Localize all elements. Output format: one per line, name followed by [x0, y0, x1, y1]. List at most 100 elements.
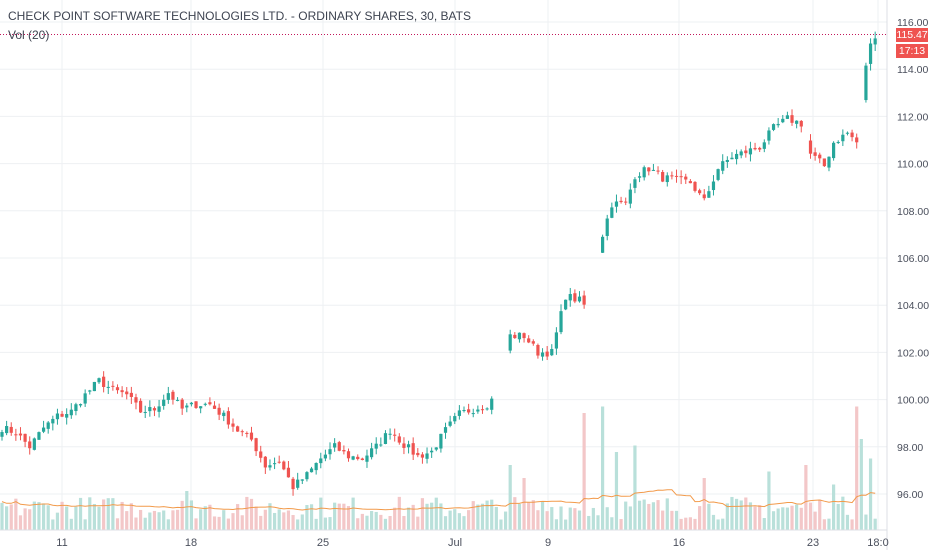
x-tick-label: Jul	[448, 537, 462, 549]
volume-bar	[480, 503, 485, 530]
candle-body	[832, 142, 836, 159]
candle-body	[522, 333, 526, 339]
candle	[388, 428, 392, 440]
candle	[836, 140, 840, 144]
volume-bar	[813, 511, 817, 530]
candle-body	[305, 472, 309, 480]
candle	[633, 177, 637, 194]
candle-body	[665, 175, 669, 183]
candle-body	[92, 381, 96, 392]
candle	[762, 139, 766, 153]
candle-body	[236, 426, 240, 432]
candle	[397, 433, 401, 445]
candle-body	[448, 421, 452, 426]
candle-body	[822, 158, 826, 167]
candle-body	[189, 402, 194, 405]
candle	[365, 449, 369, 468]
candle	[411, 437, 415, 461]
candle	[430, 447, 434, 458]
volume-bar	[527, 502, 531, 530]
y-tick-label: 102.00	[897, 347, 929, 359]
candle-body	[342, 449, 346, 452]
candle-body	[129, 392, 133, 397]
candle	[337, 440, 341, 452]
volume-bar	[351, 497, 355, 530]
y-tick-label: 114.00	[897, 64, 928, 76]
candle	[480, 405, 485, 414]
volume-bar	[69, 518, 73, 530]
volume-bar	[688, 517, 692, 530]
candle	[231, 418, 235, 432]
volume-bar	[790, 505, 794, 530]
candle	[120, 386, 124, 398]
candle-body	[328, 449, 332, 455]
candle	[822, 158, 826, 167]
candle-body	[808, 140, 813, 154]
volume-bar	[263, 509, 267, 530]
candle-body	[711, 181, 716, 191]
candle	[41, 420, 46, 434]
volume-bar	[503, 511, 508, 530]
candle-body	[707, 191, 711, 198]
volume-bar	[679, 518, 683, 530]
candle-body	[827, 156, 831, 168]
volume-bar	[684, 517, 688, 530]
candle-body	[624, 201, 628, 203]
candle	[628, 183, 632, 209]
volume-bar	[9, 504, 13, 530]
candle-body	[106, 386, 110, 388]
candle-body	[467, 409, 471, 413]
candle	[850, 129, 854, 142]
candle	[139, 398, 143, 414]
volume-bar	[725, 503, 729, 530]
volume-bar	[513, 497, 517, 530]
candle	[637, 172, 642, 183]
volume-bar	[175, 509, 180, 530]
candle-body	[134, 397, 138, 403]
volume-bar	[166, 519, 170, 530]
candle-body	[776, 123, 780, 126]
candle	[217, 403, 221, 421]
candle-body	[296, 479, 300, 488]
volume-bar	[231, 513, 235, 530]
volume-bar	[508, 465, 512, 530]
volume-bar	[485, 500, 489, 530]
volume-bar	[767, 471, 771, 530]
candle-body	[263, 456, 267, 468]
candle-body	[102, 376, 106, 387]
volume-bar	[554, 519, 558, 530]
candle-body	[245, 432, 249, 434]
candle	[60, 410, 64, 418]
volume-indicator-label[interactable]: Vol (20)	[8, 28, 50, 42]
candle	[688, 179, 692, 184]
candle-body	[601, 236, 605, 253]
volume-bar	[143, 517, 147, 530]
candle	[88, 389, 92, 395]
volume-bar	[573, 508, 577, 530]
candle	[734, 149, 739, 165]
candle-body	[416, 452, 420, 456]
volume-bar	[78, 497, 83, 530]
volume-bar	[245, 496, 249, 530]
candle-body	[351, 456, 355, 460]
volume-bar	[346, 506, 351, 530]
candle-body	[508, 334, 512, 351]
candle-body	[818, 154, 822, 159]
candle-body	[850, 132, 854, 138]
candle-body	[97, 378, 101, 383]
candle-body	[457, 410, 461, 416]
candle-body	[795, 120, 799, 124]
volume-bar	[850, 519, 854, 530]
candle	[767, 127, 771, 145]
candle-body	[471, 413, 475, 415]
candle-body	[268, 465, 272, 468]
candle	[758, 146, 762, 153]
candle	[226, 407, 230, 429]
candle	[531, 339, 535, 346]
candle	[282, 460, 286, 471]
volume-bar	[370, 511, 374, 530]
candle-body	[360, 458, 364, 460]
y-tick-label: 116.00	[897, 17, 928, 29]
